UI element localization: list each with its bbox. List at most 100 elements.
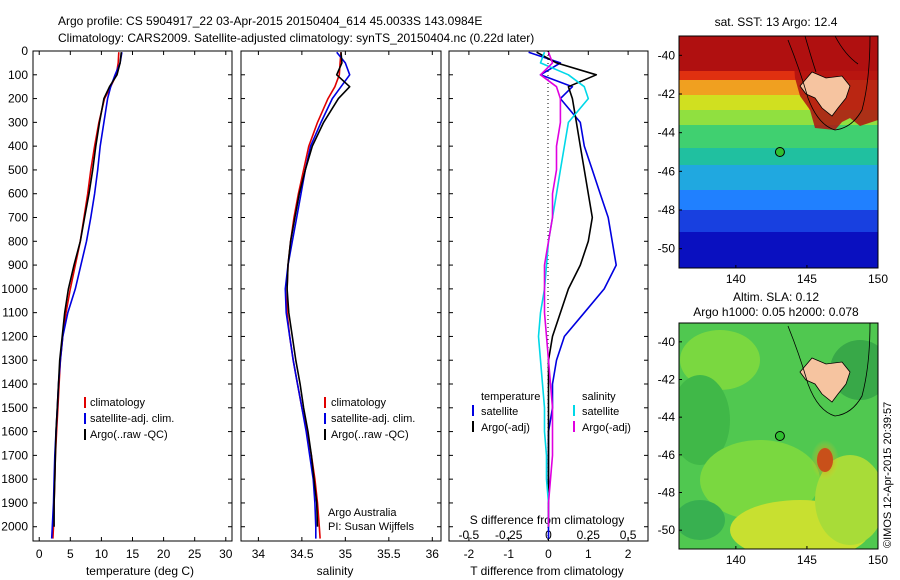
- x-tick-label: -2: [464, 547, 475, 561]
- lat-tick-label: -40: [658, 335, 676, 349]
- temperature-legend: climatology satellite-adj. clim. Argo(..…: [84, 397, 174, 441]
- x-tick-label: 34.5: [290, 547, 314, 561]
- series-line-argo-adj-: [539, 51, 562, 527]
- series-line-satellite-adj-clim-: [50, 52, 123, 539]
- x-tick-label: 2: [625, 547, 632, 561]
- depth-tick-label: 1500: [1, 401, 28, 415]
- sst-map-image: [679, 36, 878, 268]
- s-difference-axis-label: S difference from climatology: [470, 513, 625, 527]
- series-line-argo-adj-: [536, 51, 598, 527]
- legend-s-satellite-label: satellite: [582, 406, 619, 418]
- depth-tick-label: 1800: [1, 472, 28, 486]
- lat-tick-label: -48: [658, 486, 676, 500]
- depth-tick-labels: 0 100 200 300 400 500 600 700 800 900 1000 1100 1200…: [1, 44, 648, 534]
- legend-s-argo-label: Argo(-adj): [582, 422, 631, 434]
- sla-map-frame: [678, 322, 879, 550]
- lat-tick-label: -46: [658, 164, 676, 178]
- lon-tick-label: 150: [868, 272, 888, 286]
- x-tick-label: -1: [503, 547, 514, 561]
- depth-tick-label: 1600: [1, 425, 28, 439]
- x-tick-label: 0: [545, 547, 552, 561]
- figure-title-line2: Climatology: CARS2009. Satellite-adjuste…: [58, 31, 534, 45]
- series-line-argo-raw-qc-: [286, 52, 351, 527]
- series-line-climatology: [52, 52, 120, 539]
- salinity-axis-label: salinity: [317, 564, 354, 578]
- legend-climatology-label: climatology: [90, 397, 146, 409]
- x-tick-label: 35.5: [377, 547, 401, 561]
- salinity-axes: [240, 50, 442, 542]
- depth-tick-label: 100: [8, 68, 28, 82]
- depth-tick-label: 1700: [1, 448, 28, 462]
- sla-map-title: Altim. SLA: 0.12: [733, 290, 819, 304]
- argo-float-location-marker: [774, 147, 785, 157]
- depth-tick-label: 700: [8, 211, 28, 225]
- depth-tick-label: 1100: [2, 306, 28, 320]
- profile-series: [50, 51, 618, 539]
- x-tick-label: 34: [252, 547, 266, 561]
- x-tick-label: 15: [126, 547, 140, 561]
- x-tick-label-salinity: -0.5: [459, 528, 480, 542]
- figure-title-line1: Argo profile: CS 5904917_22 03-Apr-2015 …: [58, 14, 482, 28]
- legend-t-argo-label: Argo(-adj): [481, 422, 530, 434]
- series-line-satellite: [537, 51, 590, 527]
- x-tick-label: 0: [36, 547, 43, 561]
- series-line-satellite: [528, 51, 618, 539]
- sla-map-longitude-ticks: 140 145 150: [726, 546, 888, 567]
- x-tick-label-salinity: -0.25: [495, 528, 523, 542]
- depth-tick-label: 1200: [1, 329, 28, 343]
- depth-tick-label: 1900: [1, 496, 28, 510]
- bathymetry-contour: [787, 36, 871, 131]
- salinity-legend: climatology satellite-adj. clim. Argo(..…: [324, 397, 415, 441]
- salinity-x-ticks: 34 34.5 35 35.5 36: [252, 51, 440, 561]
- imos-timestamp-label: ©IMOS 12-Apr-2015 20:39:57: [882, 402, 894, 548]
- bathymetry-contour: [787, 323, 871, 417]
- lon-tick-label: 140: [726, 553, 746, 567]
- depth-tick-label: 0: [21, 44, 28, 58]
- lat-tick-label: -40: [658, 48, 676, 62]
- sla-map-latitude-ticks: -40 -42 -44 -46 -48 -50: [658, 335, 682, 537]
- institution-annotation: Argo Australia: [328, 507, 397, 519]
- depth-tick-label: 1000: [1, 282, 28, 296]
- lon-tick-label: 145: [797, 272, 817, 286]
- depth-tick-label: 2000: [1, 520, 28, 534]
- series-line-argo-raw-qc-: [53, 52, 123, 527]
- sst-map-title: sat. SST: 13 Argo: 12.4: [715, 15, 838, 29]
- depth-tick-label: 800: [8, 234, 28, 248]
- tasmania-land: [799, 357, 851, 403]
- x-tick-label: 35: [339, 547, 353, 561]
- temperature-axes: [32, 50, 233, 542]
- depth-tick-label: 600: [8, 187, 28, 201]
- x-tick-label: 1: [585, 547, 592, 561]
- difference-x-ticks: -2 -1 0 1 2: [464, 51, 632, 561]
- lat-tick-label: -44: [658, 410, 676, 424]
- difference-legend: temperature satellite Argo(-adj) salinit…: [472, 391, 631, 434]
- temperature-axis-label: temperature (deg C): [86, 564, 194, 578]
- lat-tick-label: -50: [658, 523, 676, 537]
- legend-t-satellite-label: satellite: [481, 406, 518, 418]
- tasmania-land: [799, 71, 851, 117]
- depth-tick-label: 1400: [1, 377, 28, 391]
- sla-map-subtitle: Argo h1000: 0.05 h2000: 0.078: [693, 305, 859, 319]
- sst-map-latitude-ticks: -40 -42 -44 -46 -48 -50: [658, 48, 682, 256]
- sla-map-image: [679, 323, 878, 549]
- lon-tick-label: 145: [797, 553, 817, 567]
- legend-satellite-label: satellite-adj. clim.: [90, 413, 174, 425]
- lon-tick-label: 150: [868, 553, 888, 567]
- x-tick-label: 25: [188, 547, 202, 561]
- lat-tick-label: -44: [658, 126, 676, 140]
- x-tick-label: 20: [157, 547, 171, 561]
- depth-tick-label: 200: [8, 92, 28, 106]
- lat-tick-label: -50: [658, 242, 676, 256]
- x-tick-label: 36: [426, 547, 440, 561]
- legend-temperature-title: temperature: [481, 391, 540, 403]
- lat-tick-label: -46: [658, 448, 676, 462]
- depth-tick-label: 900: [8, 258, 28, 272]
- x-tick-label: 10: [95, 547, 109, 561]
- depth-tick-label: 300: [8, 115, 28, 129]
- x-tick-label-salinity: 0.5: [620, 528, 637, 542]
- legend-argo-label: Argo(..raw -QC): [90, 429, 168, 441]
- lon-tick-label: 140: [726, 272, 746, 286]
- lat-tick-label: -48: [658, 203, 676, 217]
- x-tick-label: 30: [219, 547, 233, 561]
